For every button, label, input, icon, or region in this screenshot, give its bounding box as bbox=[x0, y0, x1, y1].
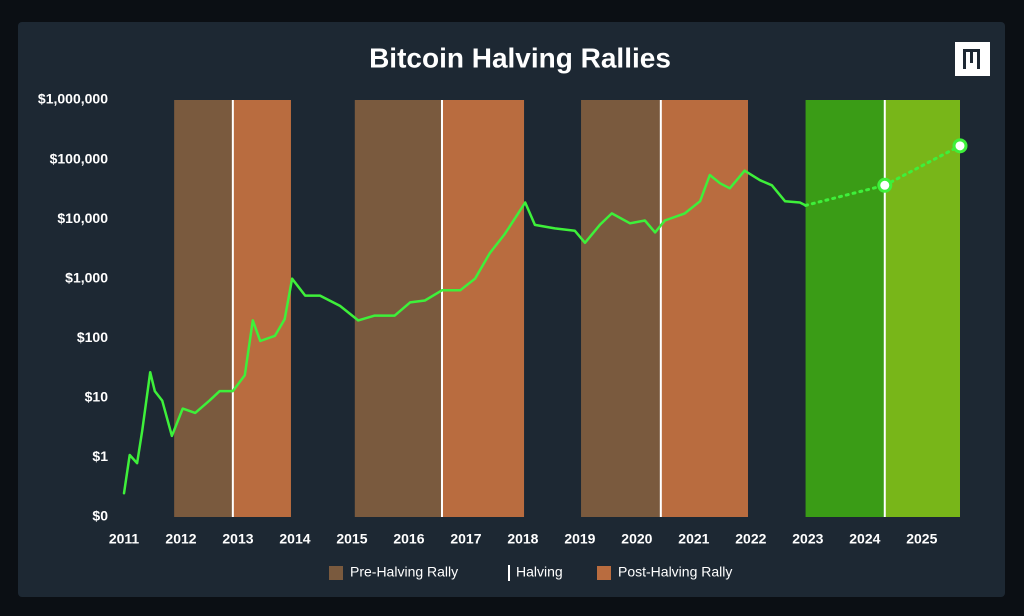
x-tick-label: 2024 bbox=[849, 531, 880, 547]
legend: Pre-Halving Rally Halving Post-Halving Ral… bbox=[329, 564, 732, 581]
rally-band bbox=[232, 100, 291, 517]
chart-title: Bitcoin Halving Rallies bbox=[369, 42, 671, 73]
plot-area: $0 $1 $10 $100 $1,000 $10,000 $100,000 $1,000,0… bbox=[38, 91, 968, 547]
x-tick-label: 2018 bbox=[507, 531, 538, 547]
y-tick-label: $1 bbox=[92, 448, 108, 464]
logo bbox=[955, 42, 990, 76]
x-tick-label: 2020 bbox=[621, 531, 652, 547]
legend-halving-glyph bbox=[508, 565, 510, 581]
x-tick-label: 2025 bbox=[906, 531, 937, 547]
y-tick-label: $100,000 bbox=[50, 150, 109, 166]
logo-stroke bbox=[977, 49, 980, 69]
rally-band bbox=[174, 100, 233, 517]
logo-stroke bbox=[970, 49, 973, 63]
legend-label: Halving bbox=[516, 564, 563, 580]
logo-stroke bbox=[963, 49, 980, 52]
y-tick-label: $1,000 bbox=[65, 269, 108, 285]
x-tick-label: 2014 bbox=[279, 531, 310, 547]
projection-connector bbox=[804, 183, 887, 207]
y-tick-label: $100 bbox=[77, 329, 108, 345]
projection-zone bbox=[805, 100, 885, 517]
y-tick-label: $10 bbox=[85, 389, 109, 405]
x-tick-label: 2017 bbox=[450, 531, 481, 547]
x-tick-label: 2015 bbox=[336, 531, 367, 547]
y-tick-label: $0 bbox=[92, 508, 108, 524]
projection-zone bbox=[884, 100, 960, 517]
legend-label: Pre-Halving Rally bbox=[350, 564, 458, 580]
price-line bbox=[122, 169, 807, 495]
rally-band bbox=[441, 100, 525, 517]
x-tick-label: 2013 bbox=[222, 531, 253, 547]
y-tick-label: $1,000,000 bbox=[38, 91, 108, 107]
x-tick-label: 2021 bbox=[678, 531, 709, 547]
legend-label: Post-Halving Rally bbox=[618, 564, 732, 580]
x-tick-label: 2012 bbox=[165, 531, 196, 547]
x-tick-label: 2023 bbox=[792, 531, 823, 547]
x-tick-label: 2011 bbox=[109, 531, 140, 547]
x-tick-label: 2022 bbox=[735, 531, 766, 547]
projection-marker bbox=[877, 177, 893, 193]
rally-band bbox=[354, 100, 442, 517]
legend-swatch bbox=[329, 566, 343, 580]
logo-stroke bbox=[963, 49, 966, 69]
projection-line bbox=[883, 144, 962, 187]
x-tick-label: 2016 bbox=[393, 531, 424, 547]
y-tick-label: $10,000 bbox=[57, 210, 108, 226]
projection-marker bbox=[952, 138, 968, 154]
rally-band bbox=[581, 100, 661, 517]
x-tick-label: 2019 bbox=[564, 531, 595, 547]
legend-swatch bbox=[597, 566, 611, 580]
rally-band bbox=[660, 100, 749, 517]
